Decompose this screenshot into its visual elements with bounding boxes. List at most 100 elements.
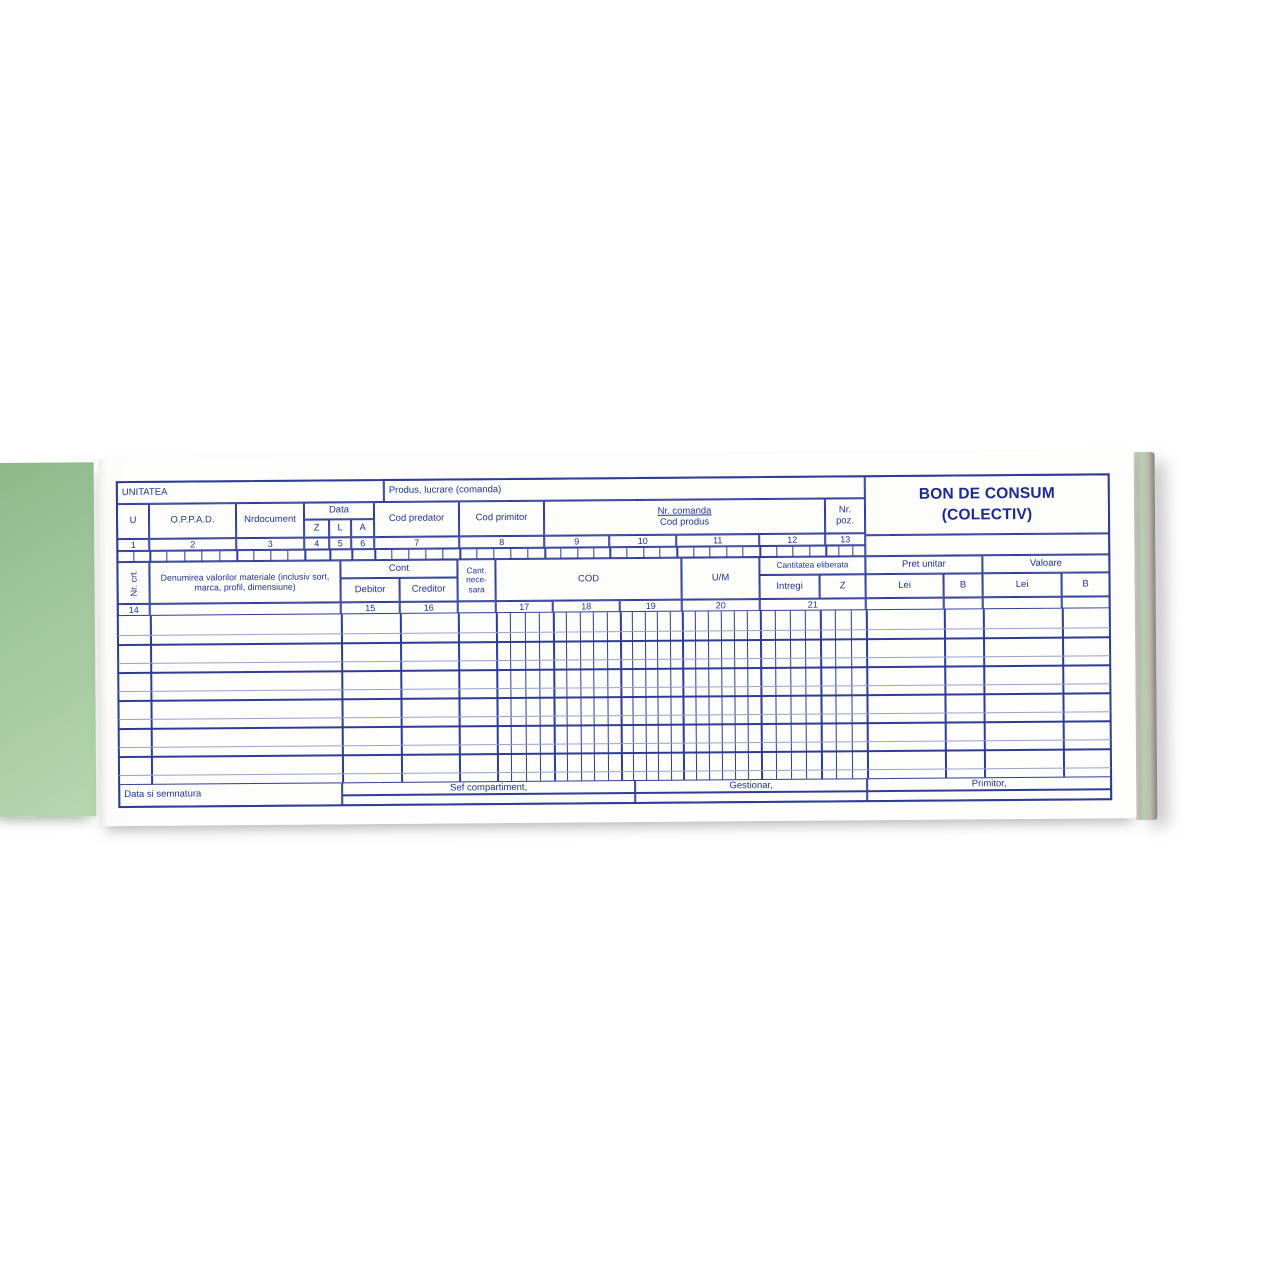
nr-poz-line2: poz. [836,514,855,526]
grid-line [593,547,595,558]
grid-line [351,549,353,561]
colnum-17: 17 [495,600,553,614]
col-data-a: A [351,519,375,538]
col-z: Z [819,574,866,599]
col-u: U [116,503,150,540]
colnum-7: 7 [374,536,460,550]
col-cantitatea-eliberata: Cantitatea eliberata [759,556,866,576]
grid-line [149,550,151,562]
colnum-14: 14 [117,603,150,617]
col-nrdocument: Nrdocument [235,502,305,539]
grid-line [825,545,827,557]
col-data-l: L [329,519,352,538]
colnum-2: 2 [149,538,237,551]
grid-line [726,546,728,557]
col-oppad: O.P.P.A.D. [148,503,237,539]
col-valoare: Valoare [982,554,1110,574]
colnum-blank-cant [457,601,496,614]
grid-line [510,548,512,559]
cod-produs-label: Cod produs [659,515,710,528]
col-cant-necesara: Cant. nece- sara [457,559,496,602]
cant-line3: sara [468,583,485,594]
grid-line [304,549,306,561]
col-valoare-b: B [1061,572,1110,597]
col-pret-b: B [943,573,983,598]
col-valoare-lei: Lei [982,572,1062,598]
colnum-12: 12 [759,533,826,547]
col-pret-unitar: Pret unitar [865,555,983,575]
nr-crt-label: Nr. crt. [128,569,139,597]
grid-line [166,551,168,562]
colnum-6: 6 [351,537,375,550]
col-cont: Cont [340,559,458,579]
grid-line [408,549,410,560]
colnum-blank-pret-lei [865,597,944,611]
bon-de-consum-form: UNITATEA Produs, lucrare (comanda) BON D… [115,473,1113,809]
grid-line [442,549,444,560]
grid-line [626,547,628,558]
col-pret-lei: Lei [865,573,944,599]
col-nr-comanda: Nr. comanda Cod produs [543,498,826,536]
grid-line [425,549,427,560]
grid-line [391,549,393,560]
grid-line [759,546,761,558]
unitatea-cell: UNITATEA [116,480,384,505]
colnum-15: 15 [340,601,400,615]
colnum-blank-pret-b [943,597,983,610]
grid-line [184,551,186,562]
form-title: BON DE CONSUM (COLECTIV) [864,474,1110,536]
grid-line [851,545,854,556]
colnum-8: 8 [459,535,545,549]
blank-strip [865,533,1110,557]
colnum-19: 19 [619,599,682,613]
grid-line [133,551,135,562]
grid-line [544,547,546,559]
col-cod: COD [495,557,682,602]
grid-line [201,550,203,561]
col-nr-crt: Nr. crt. [117,561,150,605]
colnum-5: 5 [329,537,352,550]
grid-line [775,546,777,557]
grid-line [838,545,840,556]
page-stack-edge [1133,451,1158,821]
grid-line [560,548,562,559]
grid-line [659,547,661,558]
col-debitor: Debitor [340,577,400,603]
col-denumirea: Denumirea valorilor materiale (inclusiv … [149,560,341,604]
grid-line [792,546,794,557]
colnum-13: 13 [825,533,866,546]
grid-line [236,550,238,562]
col-data-z: Z [304,519,330,538]
form-title-line2: (COLECTIV) [941,505,1033,524]
grid-line [270,550,272,561]
grid-line [374,549,376,561]
data-si-semnatura-cell: Data si semnatura [119,782,343,808]
grid-line [808,546,810,557]
col-nr-poz: Nr. poz. [824,498,866,534]
grid-line [642,547,644,558]
grid-line [527,548,529,559]
colnum-blank-valoare-b [1061,596,1110,609]
grid-line [253,550,255,561]
col-cod-predator: Cod predator [373,501,460,538]
col-cod-primitor: Cod primitor [458,500,545,537]
colnum-3: 3 [236,537,305,551]
grid-line [692,547,694,558]
grid-line [676,546,678,558]
colnum-20: 20 [681,599,760,612]
col-intregi: Intregi [759,574,820,600]
grid-line [459,548,461,560]
colnum-blank-valoare-lei [982,596,1062,610]
col-um: U/M [681,557,760,600]
grid-line [476,548,478,559]
grid-line [609,547,611,559]
grid-line [576,547,578,558]
grid-line [742,546,744,557]
colnum-16: 16 [399,601,458,614]
green-copy-sheet [0,462,97,818]
colnum-1: 1 [117,538,150,552]
grid-line [709,546,711,557]
grid-line [493,548,495,559]
